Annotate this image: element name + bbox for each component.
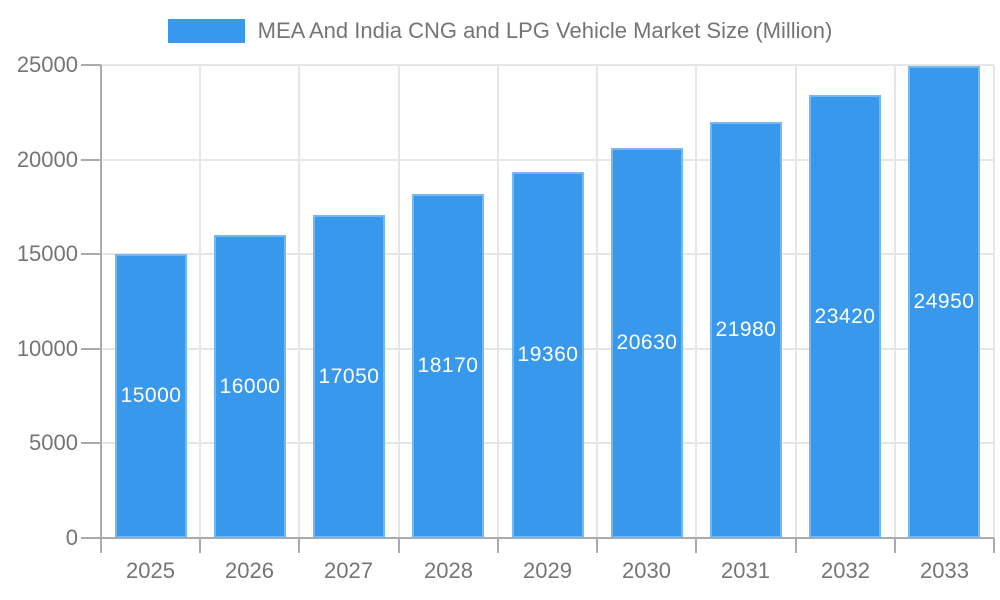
y-tick	[81, 442, 101, 445]
y-tick-label: 10000	[16, 335, 78, 361]
bar-value-label: 17050	[318, 364, 380, 388]
bar[interactable]: 17050	[313, 215, 385, 538]
bar[interactable]: 24950	[908, 66, 980, 538]
x-tick	[893, 538, 896, 553]
x-tick	[695, 538, 698, 553]
v-gridline	[496, 65, 499, 538]
y-tick	[81, 537, 101, 539]
x-tick	[298, 538, 301, 553]
x-tick	[596, 538, 599, 553]
v-gridline	[199, 65, 202, 538]
legend-swatch	[167, 19, 245, 43]
bar[interactable]: 20630	[611, 148, 683, 538]
bar-value-label: 19360	[517, 343, 579, 366]
v-gridline	[794, 65, 797, 538]
bar[interactable]: 19360	[512, 172, 584, 538]
y-tick-label: 0	[65, 525, 78, 550]
v-gridline	[596, 65, 599, 538]
x-tick	[100, 538, 102, 553]
x-tick	[794, 538, 797, 553]
bar-value-label: 21980	[715, 318, 777, 341]
y-tick-label: 20000	[16, 146, 78, 172]
y-tick	[81, 347, 101, 350]
v-gridline	[397, 65, 400, 538]
y-axis-line	[100, 65, 102, 538]
y-tick-label: 5000	[29, 430, 78, 456]
x-tick-label: 2028	[424, 558, 473, 583]
y-tick-label: 25000	[16, 52, 78, 77]
h-gridline	[101, 64, 994, 66]
x-tick-label: 2033	[920, 558, 969, 583]
v-gridline	[893, 65, 896, 538]
bar[interactable]: 23420	[809, 95, 881, 538]
x-tick-label: 2030	[622, 558, 671, 583]
bar[interactable]: 16000	[214, 235, 286, 538]
bar[interactable]: 18170	[412, 194, 484, 538]
legend-label: MEA And India CNG and LPG Vehicle Market…	[257, 18, 833, 43]
legend[interactable]: MEA And India CNG and LPG Vehicle Market…	[0, 14, 1000, 48]
x-tick	[993, 538, 995, 553]
bar-value-label: 23420	[814, 304, 876, 328]
x-tick-label: 2029	[523, 558, 572, 583]
bar[interactable]: 21980	[710, 122, 782, 538]
x-tick-label: 2031	[721, 558, 770, 583]
bar-value-label: 24950	[913, 290, 975, 313]
x-tick	[496, 538, 499, 553]
x-tick-label: 2027	[324, 558, 373, 583]
bar-value-label: 15000	[120, 384, 182, 407]
x-tick-label: 2025	[126, 558, 175, 583]
bar-value-label: 20630	[616, 331, 678, 354]
v-gridline	[993, 65, 995, 538]
y-tick	[81, 158, 101, 161]
y-tick	[81, 253, 101, 256]
y-tick	[81, 64, 101, 66]
bar-value-label: 18170	[417, 354, 479, 377]
y-tick-label: 15000	[16, 241, 78, 267]
v-gridline	[298, 65, 301, 538]
bar-value-label: 16000	[219, 374, 281, 398]
x-tick-label: 2026	[225, 558, 274, 583]
bar[interactable]: 15000	[115, 254, 187, 538]
v-gridline	[695, 65, 698, 538]
x-tick	[199, 538, 202, 553]
x-tick	[397, 538, 400, 553]
x-tick-label: 2032	[821, 558, 870, 583]
